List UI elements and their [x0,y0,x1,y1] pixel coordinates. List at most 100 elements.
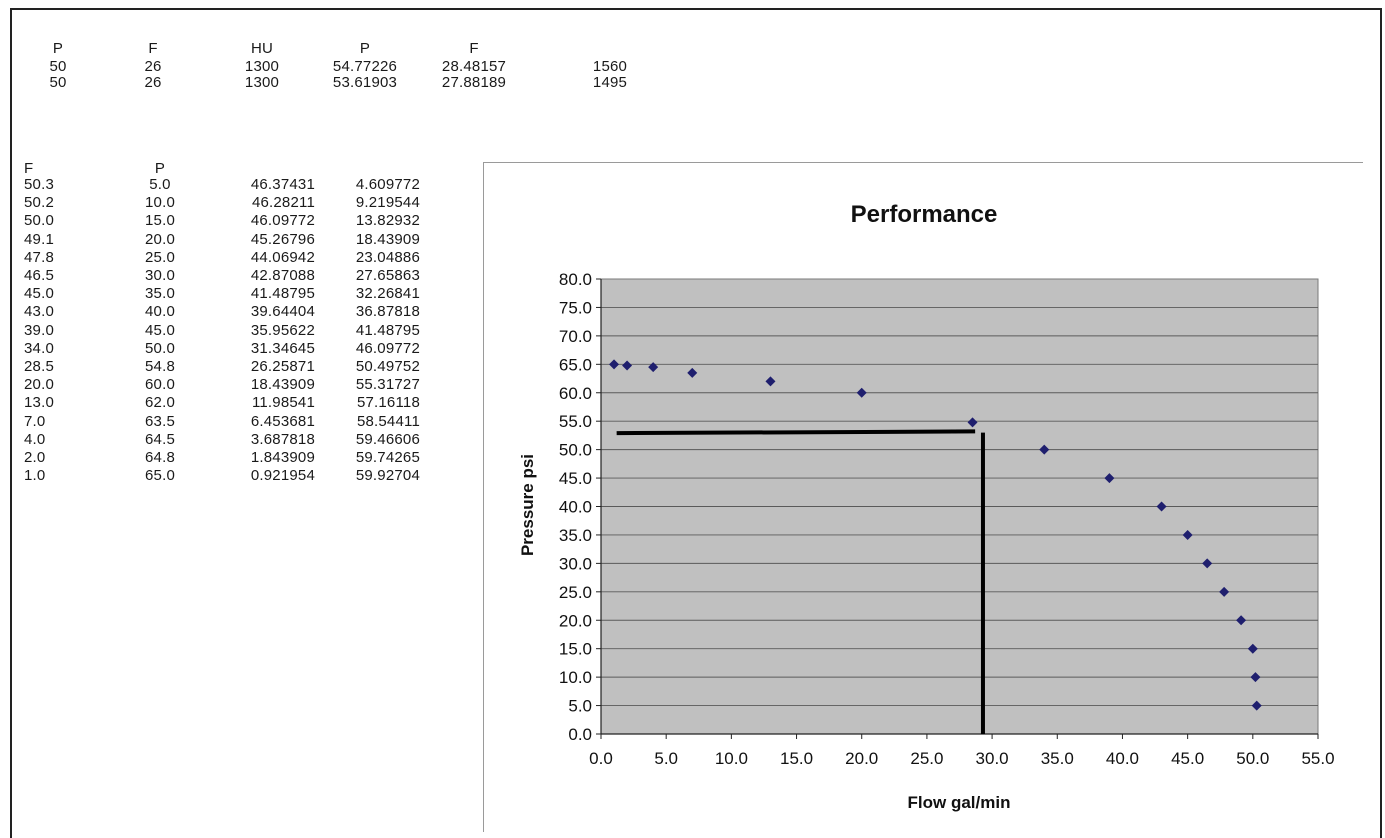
lower-table-cell[interactable]: 2.0 [24,449,46,466]
lower-table-cell[interactable]: 59.92704 [355,467,420,485]
lower-table-cell[interactable]: 4.609772 [355,176,420,193]
data-point [1202,558,1213,569]
lower-table-cell[interactable]: 27.65863 [355,267,420,284]
lower-table-cell[interactable]: 26.25871 [250,358,315,375]
lower-table-cell[interactable]: 45.0 [145,321,175,339]
lower-table-cell[interactable]: 31.34645 [250,339,315,357]
lower-table-cell[interactable]: 0.921954 [250,467,315,485]
lower-table-cell[interactable]: 63.5 [145,412,175,430]
top-table-cell[interactable]: 53.61903 [332,74,398,91]
lower-table-header-cell[interactable]: P [154,160,166,177]
data-point [1251,700,1262,711]
top-table-cell[interactable]: 54.77226 [332,58,398,75]
lower-table-cell[interactable]: 15.0 [145,212,175,230]
x-tick-label: 5.0 [654,749,678,768]
data-point [609,359,620,370]
lower-table-cell[interactable]: 60.0 [145,376,175,394]
lower-table-cell[interactable]: 32.26841 [355,285,420,303]
lower-table-cell[interactable]: 55.31727 [355,376,420,394]
lower-table-cell[interactable]: 6.453681 [250,412,315,430]
top-table-cell[interactable]: 28.48157 [441,58,507,75]
lower-table-cell[interactable]: 10.0 [145,194,175,212]
lower-table-cell[interactable]: 25.0 [145,248,175,266]
y-tick-label: 30.0 [559,554,592,573]
lower-table-cell[interactable]: 1.843909 [250,449,315,466]
y-tick-label: 10.0 [559,668,592,687]
lower-table-cell[interactable]: 64.8 [145,449,175,466]
plot-layer: 0.0 5.0 10.0 15.0 20.0 25.0 30.0 35.0 40.0 45.0 50… [559,270,1335,768]
lower-table-cell[interactable]: 46.09772 [355,339,420,357]
lower-table-cell[interactable]: 13.82932 [355,212,420,230]
lower-table-cell[interactable]: 58.54411 [356,412,420,430]
lower-table-cell[interactable]: 20.0 [24,376,54,394]
lower-table-cell[interactable]: 36.87818 [355,303,420,321]
top-table-cell[interactable]: 1560 [592,58,628,75]
lower-table-cell[interactable]: 50.49752 [355,358,420,375]
top-table-cell[interactable]: 1495 [592,74,628,91]
lower-table-cell[interactable]: 47.8 [24,248,54,266]
lower-table-cell[interactable]: 4.0 [24,430,46,448]
lower-table-cell[interactable]: 35.95622 [250,321,315,339]
top-table-cell[interactable]: 50 [49,74,67,91]
lower-table-cell[interactable]: 54.8 [145,358,175,375]
top-table-cell[interactable]: 26 [144,74,162,91]
lower-table-cell[interactable]: 7.0 [24,412,46,430]
lower-table-cell[interactable]: 34.0 [24,339,54,357]
top-table-header-cell[interactable]: F [469,40,479,57]
lower-table-cell[interactable]: 50.3 [24,176,54,193]
lower-table-cell[interactable]: 43.0 [24,303,54,321]
lower-table-cell[interactable]: 44.06942 [250,248,315,266]
top-table-cell[interactable]: 26 [144,58,162,75]
lower-table-cell[interactable]: 50.0 [145,339,175,357]
lower-table-cell[interactable]: 65.0 [145,467,175,485]
top-table-cell[interactable]: 50 [49,58,67,75]
lower-table-cell[interactable]: 41.48795 [250,285,315,303]
lower-table-cell[interactable]: 23.04886 [355,248,420,266]
top-table-header-cell[interactable]: F [148,40,158,57]
lower-table-cell[interactable]: 57.16118 [356,394,420,412]
lower-table-cell[interactable]: 13.0 [24,394,54,412]
x-tick-label: 0.0 [589,749,613,768]
lower-table-cell[interactable]: 50.0 [24,212,54,230]
lower-table-cell[interactable]: 3.687818 [250,430,315,448]
top-table-header-cell[interactable]: P [359,40,371,57]
y-tick-label: 75.0 [559,298,592,317]
lower-table-cell[interactable]: 46.09772 [250,212,315,230]
lower-table-cell[interactable]: 39.64404 [250,303,315,321]
lower-table-cell[interactable]: 42.87088 [250,267,315,284]
performance-chart[interactable]: Performance 0.0 5.0 10.0 15.0 20.0 25.0 30.0 35… [484,163,1364,833]
lower-table-cell[interactable]: 46.28211 [251,194,315,212]
lower-table-cell[interactable]: 64.5 [145,430,175,448]
lower-table-cell[interactable]: 62.0 [145,394,175,412]
lower-table-cell[interactable]: 46.5 [24,267,54,284]
lower-table-cell[interactable]: 30.0 [145,267,175,284]
lower-table-cell[interactable]: 59.46606 [355,430,420,448]
lower-table-cell[interactable]: 46.37431 [250,176,315,193]
lower-table-cell[interactable]: 20.0 [145,230,175,248]
lower-table-cell[interactable]: 18.43909 [250,376,315,394]
top-table-header-cell[interactable]: HU [250,40,274,57]
lower-table-cell[interactable]: 11.98541 [251,394,315,412]
lower-table-cell[interactable]: 45.0 [24,285,54,303]
lower-table-cell[interactable]: 1.0 [24,467,46,485]
x-tick-label: 20.0 [845,749,878,768]
lower-table-cell[interactable]: 28.5 [24,358,54,375]
x-tick-label: 35.0 [1041,749,1074,768]
top-table-cell[interactable]: 1300 [244,58,280,75]
lower-table-cell[interactable]: 41.48795 [355,321,420,339]
chart-area[interactable]: Performance 0.0 5.0 10.0 15.0 20.0 25.0 30.0 35… [483,162,1363,832]
lower-table-cell[interactable]: 40.0 [145,303,175,321]
lower-table-header-cell[interactable]: F [24,160,34,177]
top-table-cell[interactable]: 27.88189 [441,74,507,91]
lower-table-cell[interactable]: 59.74265 [355,449,420,466]
top-table-cell[interactable]: 1300 [244,74,280,91]
lower-table-cell[interactable]: 45.26796 [250,230,315,248]
top-table-header-cell[interactable]: P [52,40,64,57]
lower-table-cell[interactable]: 39.0 [24,321,54,339]
lower-table-cell[interactable]: 35.0 [145,285,175,303]
lower-table-cell[interactable]: 49.1 [24,230,54,248]
lower-table-cell[interactable]: 5.0 [149,176,171,193]
lower-table-cell[interactable]: 18.43909 [355,230,420,248]
lower-table-cell[interactable]: 9.219544 [355,194,420,212]
lower-table-cell[interactable]: 50.2 [24,194,54,212]
